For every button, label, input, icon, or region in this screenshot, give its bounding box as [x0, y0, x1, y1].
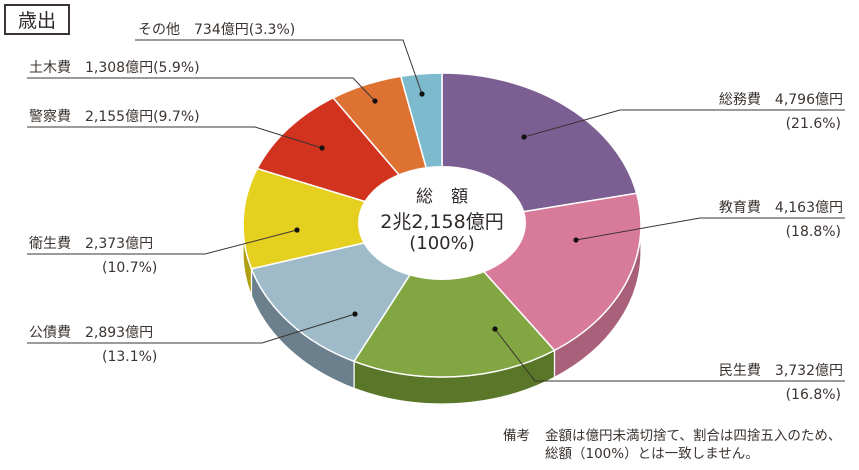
leader-line-minsei — [494, 328, 845, 382]
dot-doboku — [372, 98, 378, 104]
label-doboku: 土木費 1,308億円(5.9%) — [29, 60, 200, 76]
footnote-key: 備考 — [503, 428, 530, 444]
dot-kyoiku — [573, 237, 579, 243]
slice-民生費 — [353, 224, 556, 378]
label-somu: 総務費 4,796億円 — [719, 92, 843, 108]
label-name: 警察費 — [29, 109, 71, 125]
label-amount: 1,308億円 — [85, 60, 154, 76]
label-amount: 4,163億円 — [774, 200, 843, 216]
slice-衛生費 — [242, 167, 443, 270]
label-kosai-pct: (13.1%) — [102, 349, 158, 365]
label-amount: 2,155億円 — [85, 109, 154, 125]
label-name: 民生費 — [718, 363, 761, 379]
label-pct: (3.3%) — [248, 22, 296, 38]
label-eisei-pct: (10.7%) — [102, 260, 158, 276]
label-amount: 2,373億円 — [85, 236, 154, 252]
leader-line-somu — [523, 109, 845, 138]
dot-kosai — [352, 311, 358, 317]
label-amount: 734億円 — [194, 22, 249, 38]
label-amount: 2,893億円 — [85, 325, 154, 341]
label-minsei-pct: (16.8%) — [785, 387, 841, 403]
label-kyoiku: 教育費 4,163億円 — [719, 200, 843, 216]
section-title: 歳出 — [4, 4, 70, 35]
leader-line-sonota — [135, 39, 423, 95]
dot-minsei — [492, 326, 498, 332]
label-amount: 4,796億円 — [774, 92, 843, 108]
leader-line-doboku — [27, 77, 376, 102]
center-label-amount: 2兆2,158億円 — [380, 211, 504, 233]
footnote: 備考 金額は億円未満切捨て、割合は四捨五入のため、 総額（100%）とは一致しませ… — [503, 427, 841, 463]
label-kosai: 公債費 2,893億円 — [29, 325, 153, 341]
dot-eisei — [294, 227, 300, 233]
label-name: 教育費 — [718, 200, 761, 216]
footnote-line2: 総額（100%）とは一致しません。 — [545, 446, 759, 462]
dot-somu — [521, 134, 527, 140]
leader-lines — [27, 39, 845, 382]
center-label-total: 総額 — [416, 187, 486, 207]
dot-keisatsu — [319, 145, 325, 151]
donut-hole — [358, 166, 526, 280]
label-name: 土木費 — [29, 60, 71, 76]
leader-line-eisei — [27, 229, 298, 255]
leader-line-kosai — [27, 313, 356, 344]
footnote-line1: 金額は億円未満切捨て、割合は四捨五入のため、 — [545, 428, 842, 444]
dot-sonota — [419, 91, 425, 97]
label-pct: (5.9%) — [153, 60, 200, 76]
label-kyoiku-pct: (18.8%) — [785, 224, 841, 240]
label-name: 衛生費 — [29, 236, 71, 252]
label-minsei: 民生費 3,732億円 — [719, 363, 843, 379]
label-keisatsu: 警察費 2,155億円(9.7%) — [29, 109, 200, 125]
label-name: 総務費 — [718, 92, 761, 108]
leader-line-kyoiku — [575, 217, 845, 241]
label-somu-pct: (21.6%) — [785, 116, 841, 132]
label-amount: 3,732億円 — [774, 363, 843, 379]
label-pct: (9.7%) — [153, 109, 200, 125]
label-eisei: 衛生費 2,373億円 — [29, 236, 153, 252]
center-label-percent: (100%) — [409, 233, 475, 254]
label-sonota: その他 734億円(3.3%) — [138, 22, 295, 38]
label-name: その他 — [138, 22, 180, 38]
leader-dots — [294, 91, 579, 332]
leader-line-keisatsu — [27, 126, 323, 149]
label-name: 公債費 — [29, 325, 71, 341]
